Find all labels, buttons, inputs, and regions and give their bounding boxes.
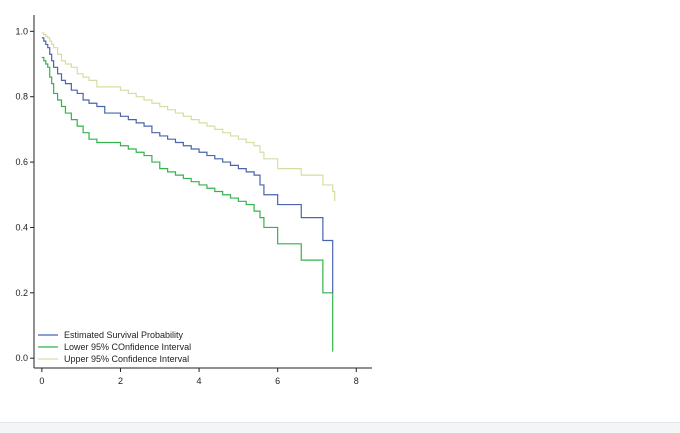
y-tick-label: 1.0 — [15, 26, 28, 36]
x-tick-label: 6 — [275, 376, 280, 386]
x-tick-label: 8 — [354, 376, 359, 386]
y-ticks: 0.0 0.2 0.4 0.6 0.8 1.0 — [15, 26, 34, 363]
x-tick-label: 0 — [39, 376, 44, 386]
y-tick-label: 0.4 — [15, 222, 28, 232]
y-tick-label: 0.6 — [15, 157, 28, 167]
y-tick-label: 0.2 — [15, 288, 28, 298]
legend-label-0: Estimated Survival Probability — [64, 330, 184, 340]
axes: 0.0 0.2 0.4 0.6 0.8 1.0 0 2 4 6 8 — [15, 15, 372, 386]
bottom-divider — [0, 422, 680, 433]
y-tick-label: 0.8 — [15, 92, 28, 102]
x-tick-label: 4 — [197, 376, 202, 386]
plot-lines — [41, 32, 336, 352]
y-tick-label: 0.0 — [15, 353, 28, 363]
legend-label-1: Lower 95% COnfidence Interval — [64, 342, 191, 352]
series-line-2 — [41, 32, 336, 202]
x-ticks: 0 2 4 6 8 — [39, 368, 359, 386]
legend: Estimated Survival Probability Lower 95% … — [38, 330, 191, 364]
x-tick-label: 2 — [118, 376, 123, 386]
series-line-1 — [41, 56, 334, 352]
legend-label-2: Upper 95% Confidence Interval — [64, 354, 189, 364]
series-line-0 — [41, 37, 334, 293]
survival-chart: 0.0 0.2 0.4 0.6 0.8 1.0 0 2 4 6 8 Estimated Survi… — [15, 15, 372, 386]
